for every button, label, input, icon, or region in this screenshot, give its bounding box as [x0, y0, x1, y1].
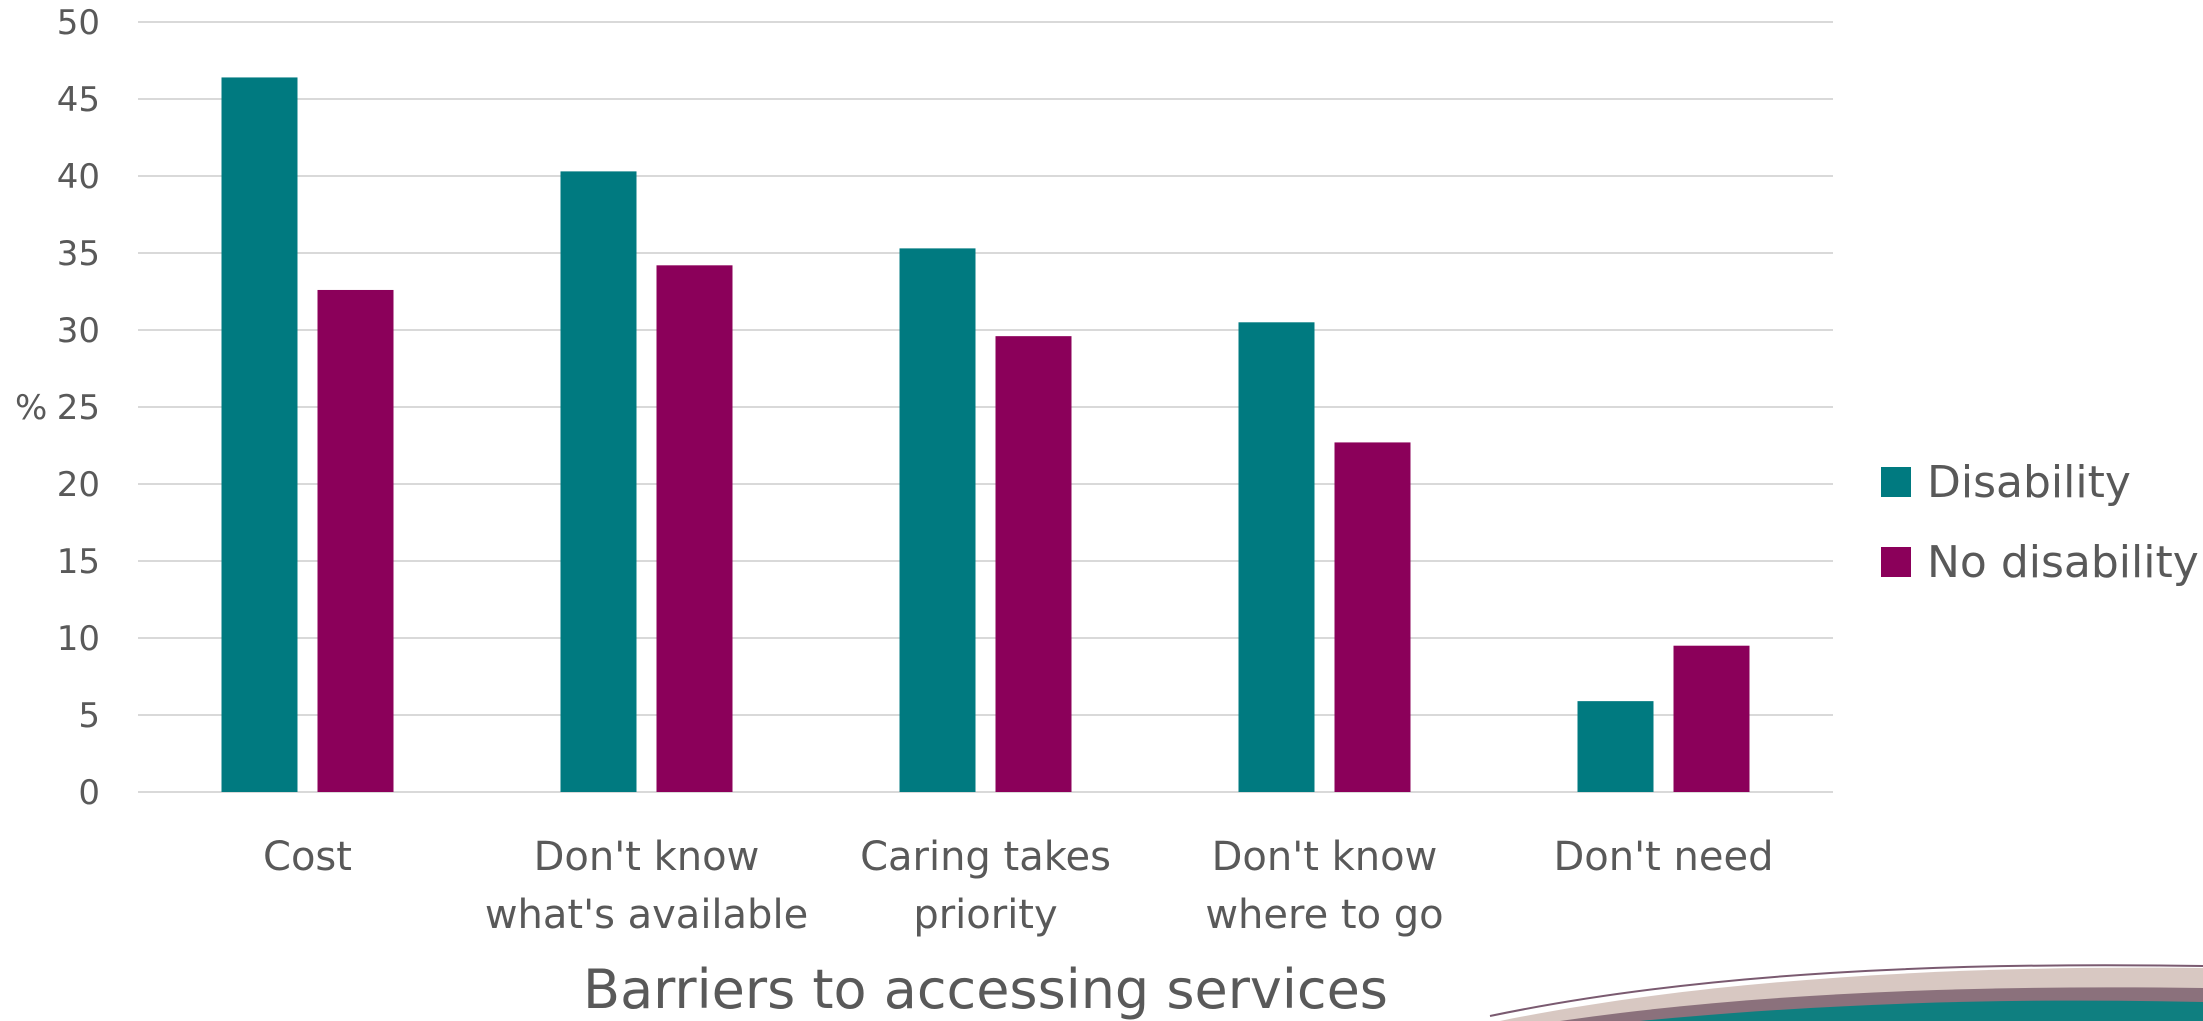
x-category-label: Don't know what's available [485, 834, 808, 938]
x-category-label: Don't need [1554, 834, 1774, 880]
x-category-label-line: Don't need [1554, 834, 1774, 880]
legend-swatch [1881, 547, 1911, 577]
legend-label: No disability [1927, 537, 2199, 588]
gridlines [138, 21, 1833, 793]
x-category-label: Cost [263, 834, 352, 880]
y-tick-label: 5 [78, 696, 100, 736]
legend: Disability No disability [1881, 457, 2199, 588]
x-category-label-line: where to go [1205, 892, 1443, 938]
y-axis-title: % [15, 388, 47, 428]
bar-disability [560, 171, 637, 792]
bar-no-disability [995, 336, 1072, 792]
bar-disability [221, 77, 298, 792]
y-tick-label: 25 [57, 388, 100, 428]
x-category-label-line: Cost [263, 834, 352, 880]
x-category-label-line: Caring takes [860, 834, 1111, 880]
x-category-label: Caring takes priority [860, 834, 1111, 938]
y-tick-label: 50 [57, 3, 100, 43]
legend-label: Disability [1927, 457, 2131, 508]
x-axis-category-labels: Cost Don't know what's available Caring tak… [263, 834, 1773, 938]
x-category-label-line: Don't know [534, 834, 760, 880]
y-tick-label: 10 [57, 619, 100, 659]
decorative-swoosh [1489, 964, 2203, 1021]
y-axis-ticks: 0 5 10 15 20 25 30 35 40 45 50 [57, 3, 100, 813]
bar-no-disability [656, 265, 733, 792]
y-tick-label: 45 [57, 80, 100, 120]
legend-swatch [1881, 467, 1911, 497]
bar-no-disability [1673, 645, 1750, 792]
y-tick-label: 30 [57, 311, 100, 351]
bar-disability [1577, 701, 1654, 792]
y-tick-label: 15 [57, 542, 100, 582]
y-tick-label: 35 [57, 234, 100, 274]
x-category-label: Don't know where to go [1205, 834, 1443, 938]
y-tick-label: 20 [57, 465, 100, 505]
bars [221, 77, 1750, 792]
x-category-label-line: Don't know [1212, 834, 1438, 880]
x-category-label-line: what's available [485, 892, 808, 938]
bar-disability [1238, 322, 1315, 792]
x-category-label-line: priority [913, 892, 1057, 938]
y-tick-label: 40 [57, 157, 100, 197]
x-axis-title: Barriers to accessing services [583, 958, 1388, 1021]
bar-disability [899, 248, 976, 792]
bar-no-disability [1334, 442, 1411, 792]
y-tick-label: 0 [78, 773, 100, 813]
bar-no-disability [317, 289, 394, 792]
